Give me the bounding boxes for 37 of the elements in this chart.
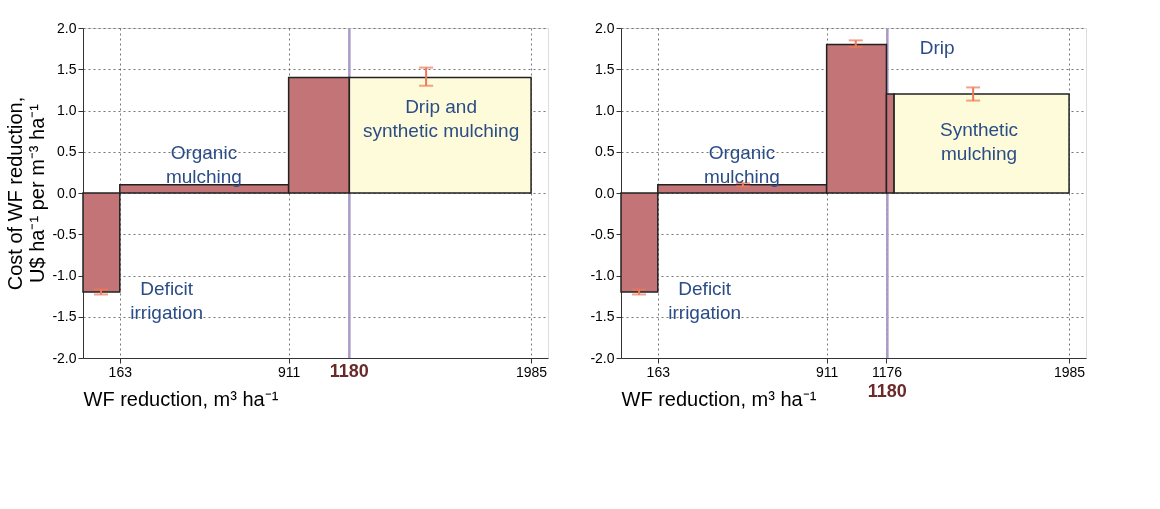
ref-line-label: 1180 xyxy=(867,381,907,401)
y-tick-label: -1.5 xyxy=(590,308,615,325)
y-tick-label: 2.0 xyxy=(57,19,77,36)
y-tick-label: 0.0 xyxy=(595,184,615,201)
annotation: Synthetic mulching xyxy=(939,119,1019,165)
y-tick-label: -0.5 xyxy=(590,225,615,242)
y-tick-label: 2.0 xyxy=(595,19,615,36)
y-tick-label: 1.0 xyxy=(595,102,615,118)
y-tick-label: -0.5 xyxy=(52,225,77,242)
y-tick-label: 0.5 xyxy=(595,143,615,160)
annotation: Drip and synthetic mulching xyxy=(362,96,520,142)
annotation: Deficit irrigation xyxy=(668,277,742,323)
annotation: Organic mulching xyxy=(165,142,242,188)
y-axis-title: Cost of WF reduction, U$ ha⁻¹ per m⁻³ ha⁻¹ xyxy=(4,96,49,291)
annotation: Drip xyxy=(919,36,955,58)
x-axis-title: WF reduction, m³ ha⁻¹ xyxy=(83,387,279,410)
y-tick-label: -1.0 xyxy=(52,267,77,283)
y-tick-label: 1.5 xyxy=(57,60,77,77)
annotation: Deficit irrigation xyxy=(130,277,204,323)
y-tick-label: 0.0 xyxy=(57,184,77,201)
x-tick-label: 911 xyxy=(815,363,839,380)
ref-line-label: 1180 xyxy=(329,361,369,381)
annotation: Organic mulching xyxy=(703,142,780,188)
x-axis-title: WF reduction, m³ ha⁻¹ xyxy=(621,387,817,410)
x-tick-label: 1985 xyxy=(1053,363,1086,380)
y-tick-label: -1.0 xyxy=(590,267,615,283)
x-tick-label: 1985 xyxy=(515,363,548,380)
x-tick-label: 911 xyxy=(277,363,301,380)
x-tick-label: 163 xyxy=(646,363,671,380)
x-tick-label: 1176 xyxy=(871,363,903,380)
y-tick-label: -2.0 xyxy=(590,349,615,366)
y-tick-label: 0.5 xyxy=(57,143,77,160)
y-tick-label: -2.0 xyxy=(52,349,77,366)
y-tick-label: 1.5 xyxy=(595,60,615,77)
x-tick-label: 163 xyxy=(108,363,133,380)
y-tick-label: 1.0 xyxy=(57,102,77,118)
y-tick-label: -1.5 xyxy=(52,308,77,325)
